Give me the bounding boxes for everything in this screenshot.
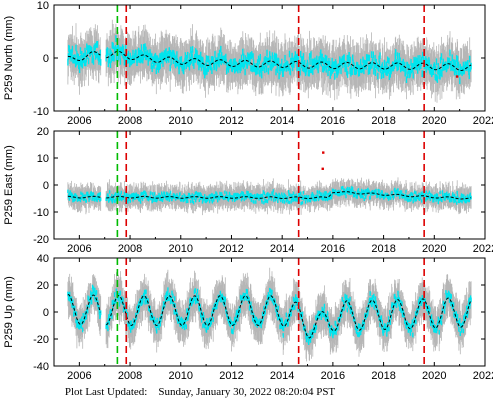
model-fit-line <box>67 293 472 339</box>
outlier-point <box>322 151 325 154</box>
x-tick-label: 2012 <box>219 370 243 382</box>
y-tick-label: 0 <box>43 307 49 319</box>
x-tick-label: 2018 <box>371 370 395 382</box>
x-tick-label: 2012 <box>219 243 243 255</box>
y-tick-label: 0 <box>43 180 49 192</box>
plot-area <box>67 258 472 366</box>
y-tick-label: 0 <box>43 53 49 65</box>
x-tick-label: 2012 <box>219 115 243 127</box>
east-panel: 200620082010201220142016201820202022-20-… <box>3 126 493 255</box>
x-tick-label: 2020 <box>422 243 446 255</box>
x-tick-label: 2016 <box>321 370 345 382</box>
x-tick-label: 2014 <box>270 243 294 255</box>
x-tick-label: 2010 <box>169 115 193 127</box>
x-tick-label: 2008 <box>118 115 142 127</box>
x-tick-label: 2006 <box>67 370 91 382</box>
y-tick-label: 10 <box>37 153 49 165</box>
plot-area <box>67 5 472 111</box>
y-tick-label: 10 <box>37 0 49 12</box>
y-tick-label: -10 <box>33 207 49 219</box>
plot-area <box>67 131 472 239</box>
y-tick-label: -10 <box>33 106 49 118</box>
x-tick-label: 2020 <box>422 370 446 382</box>
x-tick-label: 2014 <box>270 370 294 382</box>
y-tick-label: -20 <box>33 334 49 346</box>
x-tick-label: 2016 <box>321 115 345 127</box>
y-tick-label: 40 <box>37 253 49 265</box>
y-tick-label: 20 <box>37 280 49 292</box>
outlier-point <box>321 167 324 170</box>
x-tick-label: 2016 <box>321 243 345 255</box>
y-axis-title: P259 Up (mm) <box>3 276 15 348</box>
x-tick-label: 2008 <box>118 370 142 382</box>
x-tick-label: 2022 <box>473 243 493 255</box>
outlier-point <box>455 75 459 78</box>
last-updated-label: Plot Last Updated: <box>64 386 148 398</box>
model-fit-line <box>67 50 472 72</box>
last-updated-footer: Plot Last Updated: Sunday, January 30, 2… <box>0 386 400 398</box>
y-axis-title: P259 North (mm) <box>3 16 15 100</box>
x-tick-label: 2006 <box>67 115 91 127</box>
x-tick-label: 2018 <box>371 115 395 127</box>
x-tick-label: 2020 <box>422 115 446 127</box>
error-bars <box>67 267 472 362</box>
x-tick-label: 2006 <box>67 243 91 255</box>
x-tick-label: 2014 <box>270 115 294 127</box>
y-axis-title: P259 East (mm) <box>3 145 15 224</box>
y-tick-label: 20 <box>37 126 49 138</box>
y-tick-label: -40 <box>33 361 49 373</box>
x-tick-label: 2022 <box>473 115 493 127</box>
north-panel: 2006 2008 2010 2012 2014 2016 2018 2020 2022 -10 0… <box>3 0 493 127</box>
x-tick-label: 2010 <box>169 370 193 382</box>
last-updated-date: Sunday, January 30, 2022 08:20:04 PST <box>158 386 336 398</box>
x-tick-label: 2018 <box>371 243 395 255</box>
y-tick-label: -20 <box>33 234 49 246</box>
x-tick-label: 2008 <box>118 243 142 255</box>
model-fit-line <box>67 191 472 200</box>
x-tick-label: 2022 <box>473 370 493 382</box>
x-tick-label: 2010 <box>169 243 193 255</box>
up-panel: 2006 2008 2010 2012 2014 2016 2018 2020 2022 -40 -… <box>3 253 493 382</box>
